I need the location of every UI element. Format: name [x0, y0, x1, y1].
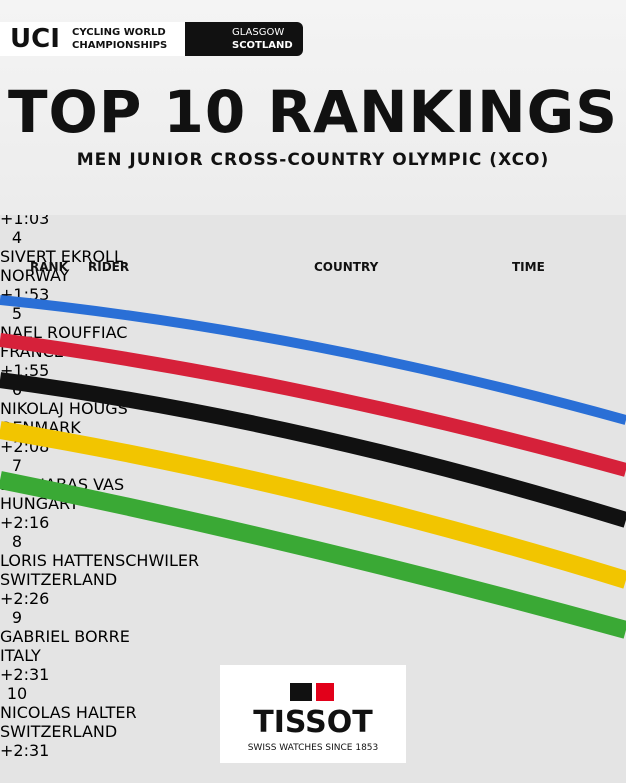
logo-text: CHAMPIONSHIPS [72, 40, 168, 51]
cell: NORWAY [0, 266, 70, 285]
cell: SWITZERLAND [0, 570, 118, 589]
cell: 4 [11, 228, 23, 247]
cell: +2:16 [0, 513, 50, 532]
logo-country: SCOTLAND [232, 40, 293, 51]
cell: 5 [11, 304, 23, 323]
cell: 9 [11, 608, 23, 627]
cell: NIKOLAJ HOUGS [0, 399, 128, 418]
column-header: RIDER [88, 260, 130, 274]
logo: UCI CYCLING WORLD CHAMPIONSHIPS GLASGOW … [0, 22, 303, 56]
brand: TISSOT [253, 705, 373, 740]
footer: TISSOT SWISS WATCHES SINCE 1853 [220, 665, 406, 763]
cell: +2:31 [0, 741, 50, 760]
brand-mark [290, 683, 312, 701]
brand-cross [316, 683, 334, 701]
column-header: COUNTRY [314, 260, 379, 274]
cell: NAEL ROUFFIAC [0, 323, 128, 342]
cell: +2:31 [0, 665, 50, 684]
table-row: 10 NICOLAS HALTER SWITZERLAND +2:31 [0, 684, 626, 760]
cell: LORIS HATTENSCHWILER [0, 551, 200, 570]
tagline: SWISS WATCHES SINCE 1853 [247, 743, 379, 753]
cell: 8 [11, 532, 23, 551]
logo-city: GLASGOW [232, 27, 285, 38]
cell: SWITZERLAND [0, 722, 118, 741]
cell: 10 [6, 684, 28, 703]
logo-text: CYCLING WORLD [72, 27, 166, 38]
table-row: 5 NAEL ROUFFIAC FRANCE +1:55 [0, 304, 626, 380]
cell: GABRIEL BORRE [0, 627, 130, 646]
column-header: TIME [512, 260, 545, 274]
cell: ITALY [0, 646, 41, 665]
cell: 7 [11, 456, 23, 475]
cell: +2:26 [0, 589, 50, 608]
table-row: 8 LORIS HATTENSCHWILER SWITZERLAND +2:26 [0, 532, 626, 608]
cell: NICOLAS HALTER [0, 703, 137, 722]
logo-uci: UCI [10, 24, 60, 54]
column-header: RANK [30, 260, 68, 274]
table-row: 9 GABRIEL BORRE ITALY +2:31 [0, 608, 626, 684]
title: TOP 10 RANKINGS [7, 78, 618, 146]
logo-dark [185, 22, 303, 56]
subtitle: MEN JUNIOR CROSS-COUNTRY OLYMPIC (XCO) [76, 150, 550, 170]
cell: SIVERT EKROLL [0, 247, 123, 266]
